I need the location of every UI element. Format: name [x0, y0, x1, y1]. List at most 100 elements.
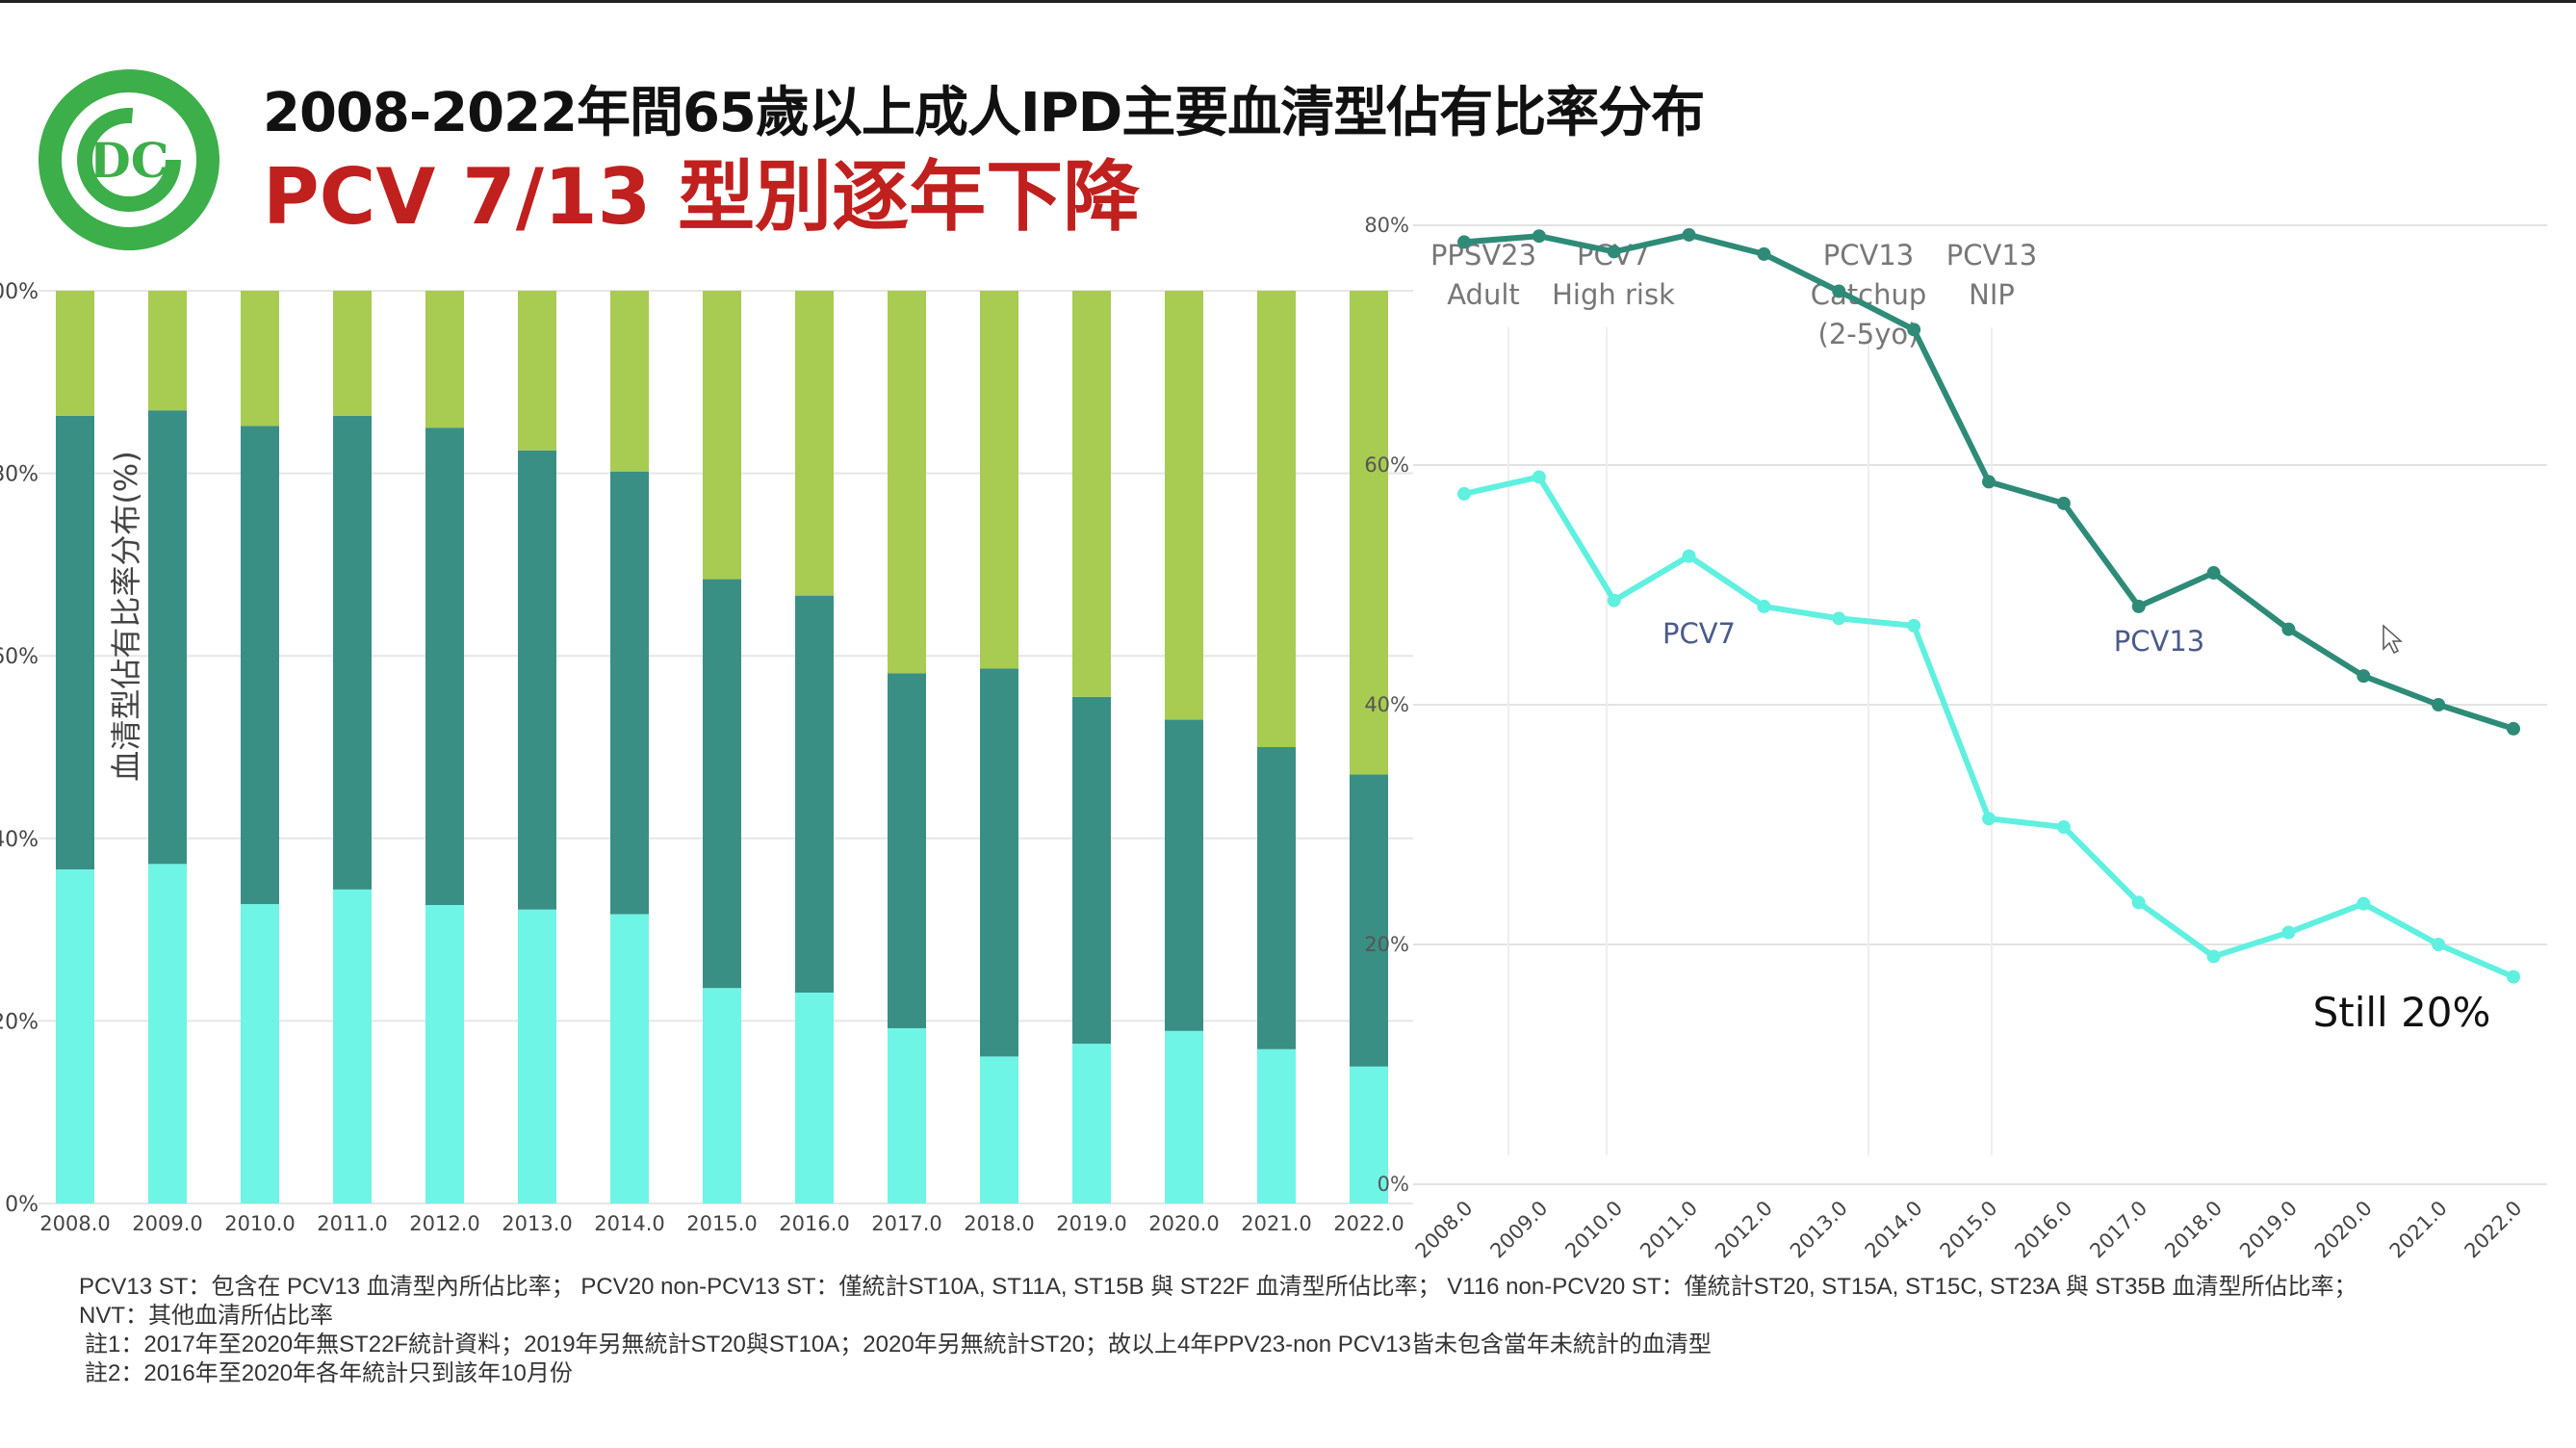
annotation-label: PPSV23 [1430, 239, 1536, 272]
logo-swoosh [77, 108, 181, 212]
page-title: 2008-2022年間65歲以上成人IPD主要血清型佔有比率分布 [263, 82, 1705, 144]
bar-y-axis-label: 血清型佔有比率分布(%) [108, 451, 144, 781]
bar-x-tick-label: 2018.0 [964, 1212, 1034, 1235]
bar-segment [241, 291, 279, 427]
bar-segment [610, 914, 649, 1203]
bar-segment [425, 905, 464, 1203]
line-point [2357, 669, 2371, 684]
line-y-tick-label: 40% [1364, 693, 1409, 716]
line-point [1907, 323, 1921, 337]
bar-x-tick-label: 2010.0 [224, 1212, 295, 1235]
bar-segment [980, 1056, 1018, 1203]
bar-segment [1350, 1066, 1388, 1203]
bar-segment [56, 869, 94, 1203]
callout-still-20: Still 20% [2313, 989, 2491, 1036]
footnote-2: 註2：2016年至2020年各年統計只到該年10月份 [85, 1360, 573, 1386]
bar-segment [1072, 291, 1111, 697]
bar-segment [333, 291, 372, 416]
annotation-label: PCV13 [1946, 239, 2037, 272]
bar-segment [1257, 1048, 1296, 1203]
series-label-pcv7: PCV7 [1662, 617, 1736, 650]
bar-x-tick-label: 2009.0 [132, 1212, 202, 1235]
bar-y-tick-label: 0% [5, 1193, 39, 1217]
bar-x-tick-label: 2016.0 [779, 1212, 849, 1235]
annotation-label: PCV13 [1823, 239, 1914, 272]
line-point [2281, 925, 2296, 940]
bar-segment [1165, 719, 1203, 1031]
bar-segment [56, 291, 94, 416]
line-x-tick-label: 2019.0 [2235, 1197, 2302, 1263]
bar-segment [518, 909, 556, 1203]
line-x-tick-label: 2021.0 [2385, 1197, 2452, 1263]
line-x-tick-label: 2012.0 [1711, 1197, 1777, 1263]
annotation-label: Adult [1447, 278, 1520, 311]
mouse-cursor-icon [2383, 624, 2403, 655]
bar-segment [795, 595, 834, 994]
line-point [1457, 235, 1471, 249]
line-point [1982, 475, 1996, 489]
line-point [1457, 486, 1471, 501]
line-point [1682, 227, 1696, 242]
line-point [1757, 599, 1771, 613]
bar-x-tick-label: 2021.0 [1241, 1212, 1311, 1235]
line-y-tick-label: 60% [1364, 453, 1409, 477]
bar-x-tick-label: 2011.0 [317, 1212, 387, 1235]
bar-segment [1165, 291, 1203, 720]
bar-x-tick-label: 2022.0 [1333, 1212, 1404, 1235]
bar-x-tick-label: 2020.0 [1148, 1212, 1219, 1235]
bar-segment [610, 291, 649, 472]
line-x-tick-label: 2013.0 [1786, 1197, 1852, 1263]
line-point [2432, 938, 2446, 951]
bar-segment [795, 291, 834, 596]
bar-segment [888, 1027, 926, 1203]
bar-segment [1257, 747, 1296, 1049]
bar-segment [980, 668, 1018, 1057]
line-point [2281, 622, 2296, 636]
line-x-tick-label: 2011.0 [1636, 1197, 1702, 1263]
line-y-tick-label: 80% [1364, 214, 1409, 237]
footnotes: PCV13 ST：包含在 PCV13 血清型內所佔比率； PCV20 non-P… [79, 1273, 2553, 1388]
line-x-tick-label: 2018.0 [2160, 1197, 2227, 1263]
bar-segment [241, 426, 279, 905]
bar-segment [1072, 696, 1111, 1045]
legend-note-2: NVT：其他血清所佔比率 [79, 1303, 333, 1329]
bar-segment [1350, 774, 1388, 1067]
line-x-tick-label: 2022.0 [2460, 1197, 2527, 1263]
line-x-tick-label: 2020.0 [2310, 1197, 2377, 1263]
line-point [1682, 549, 1696, 563]
line-x-tick-label: 2015.0 [1936, 1197, 2002, 1263]
line-point [2206, 949, 2221, 964]
logo-monogram: DC [89, 132, 168, 189]
line-x-tick-label: 2017.0 [2085, 1197, 2151, 1263]
bar-segment [703, 291, 741, 580]
annotation-label: NIP [1969, 278, 2015, 311]
bar-y-tick-label: 100% [0, 280, 39, 304]
bar-x-tick-label: 2014.0 [594, 1212, 664, 1235]
bar-segment [333, 889, 372, 1203]
bar-y-tick-label: 80% [0, 463, 39, 487]
line-point [2432, 698, 2446, 711]
line-point [1982, 812, 1996, 826]
page-subtitle: PCV 7/13 型別逐年下降 [263, 152, 1141, 242]
bar-segment [333, 415, 372, 890]
bar-x-tick-label: 2008.0 [39, 1212, 110, 1235]
line-point [1757, 246, 1771, 261]
cdc-logo: DC [39, 69, 219, 250]
bar-segment [148, 410, 187, 865]
line-x-tick-label: 2014.0 [1861, 1197, 1927, 1263]
line-x-tick-label: 2009.0 [1485, 1197, 1552, 1263]
line-point [1532, 229, 1546, 244]
bar-segment [425, 291, 464, 428]
bar-x-tick-label: 2015.0 [686, 1212, 757, 1235]
line-point [2357, 896, 2371, 911]
bar-segment [148, 864, 187, 1203]
bar-y-tick-label: 20% [0, 1010, 39, 1034]
top-border [0, 0, 2576, 3]
bar-y-tick-label: 40% [0, 828, 39, 852]
line-x-tick-label: 2010.0 [1560, 1197, 1627, 1263]
line-point [1907, 618, 1921, 633]
bar-segment [980, 291, 1018, 669]
line-y-tick-label: 0% [1378, 1173, 1409, 1196]
bar-x-tick-label: 2012.0 [409, 1212, 479, 1235]
